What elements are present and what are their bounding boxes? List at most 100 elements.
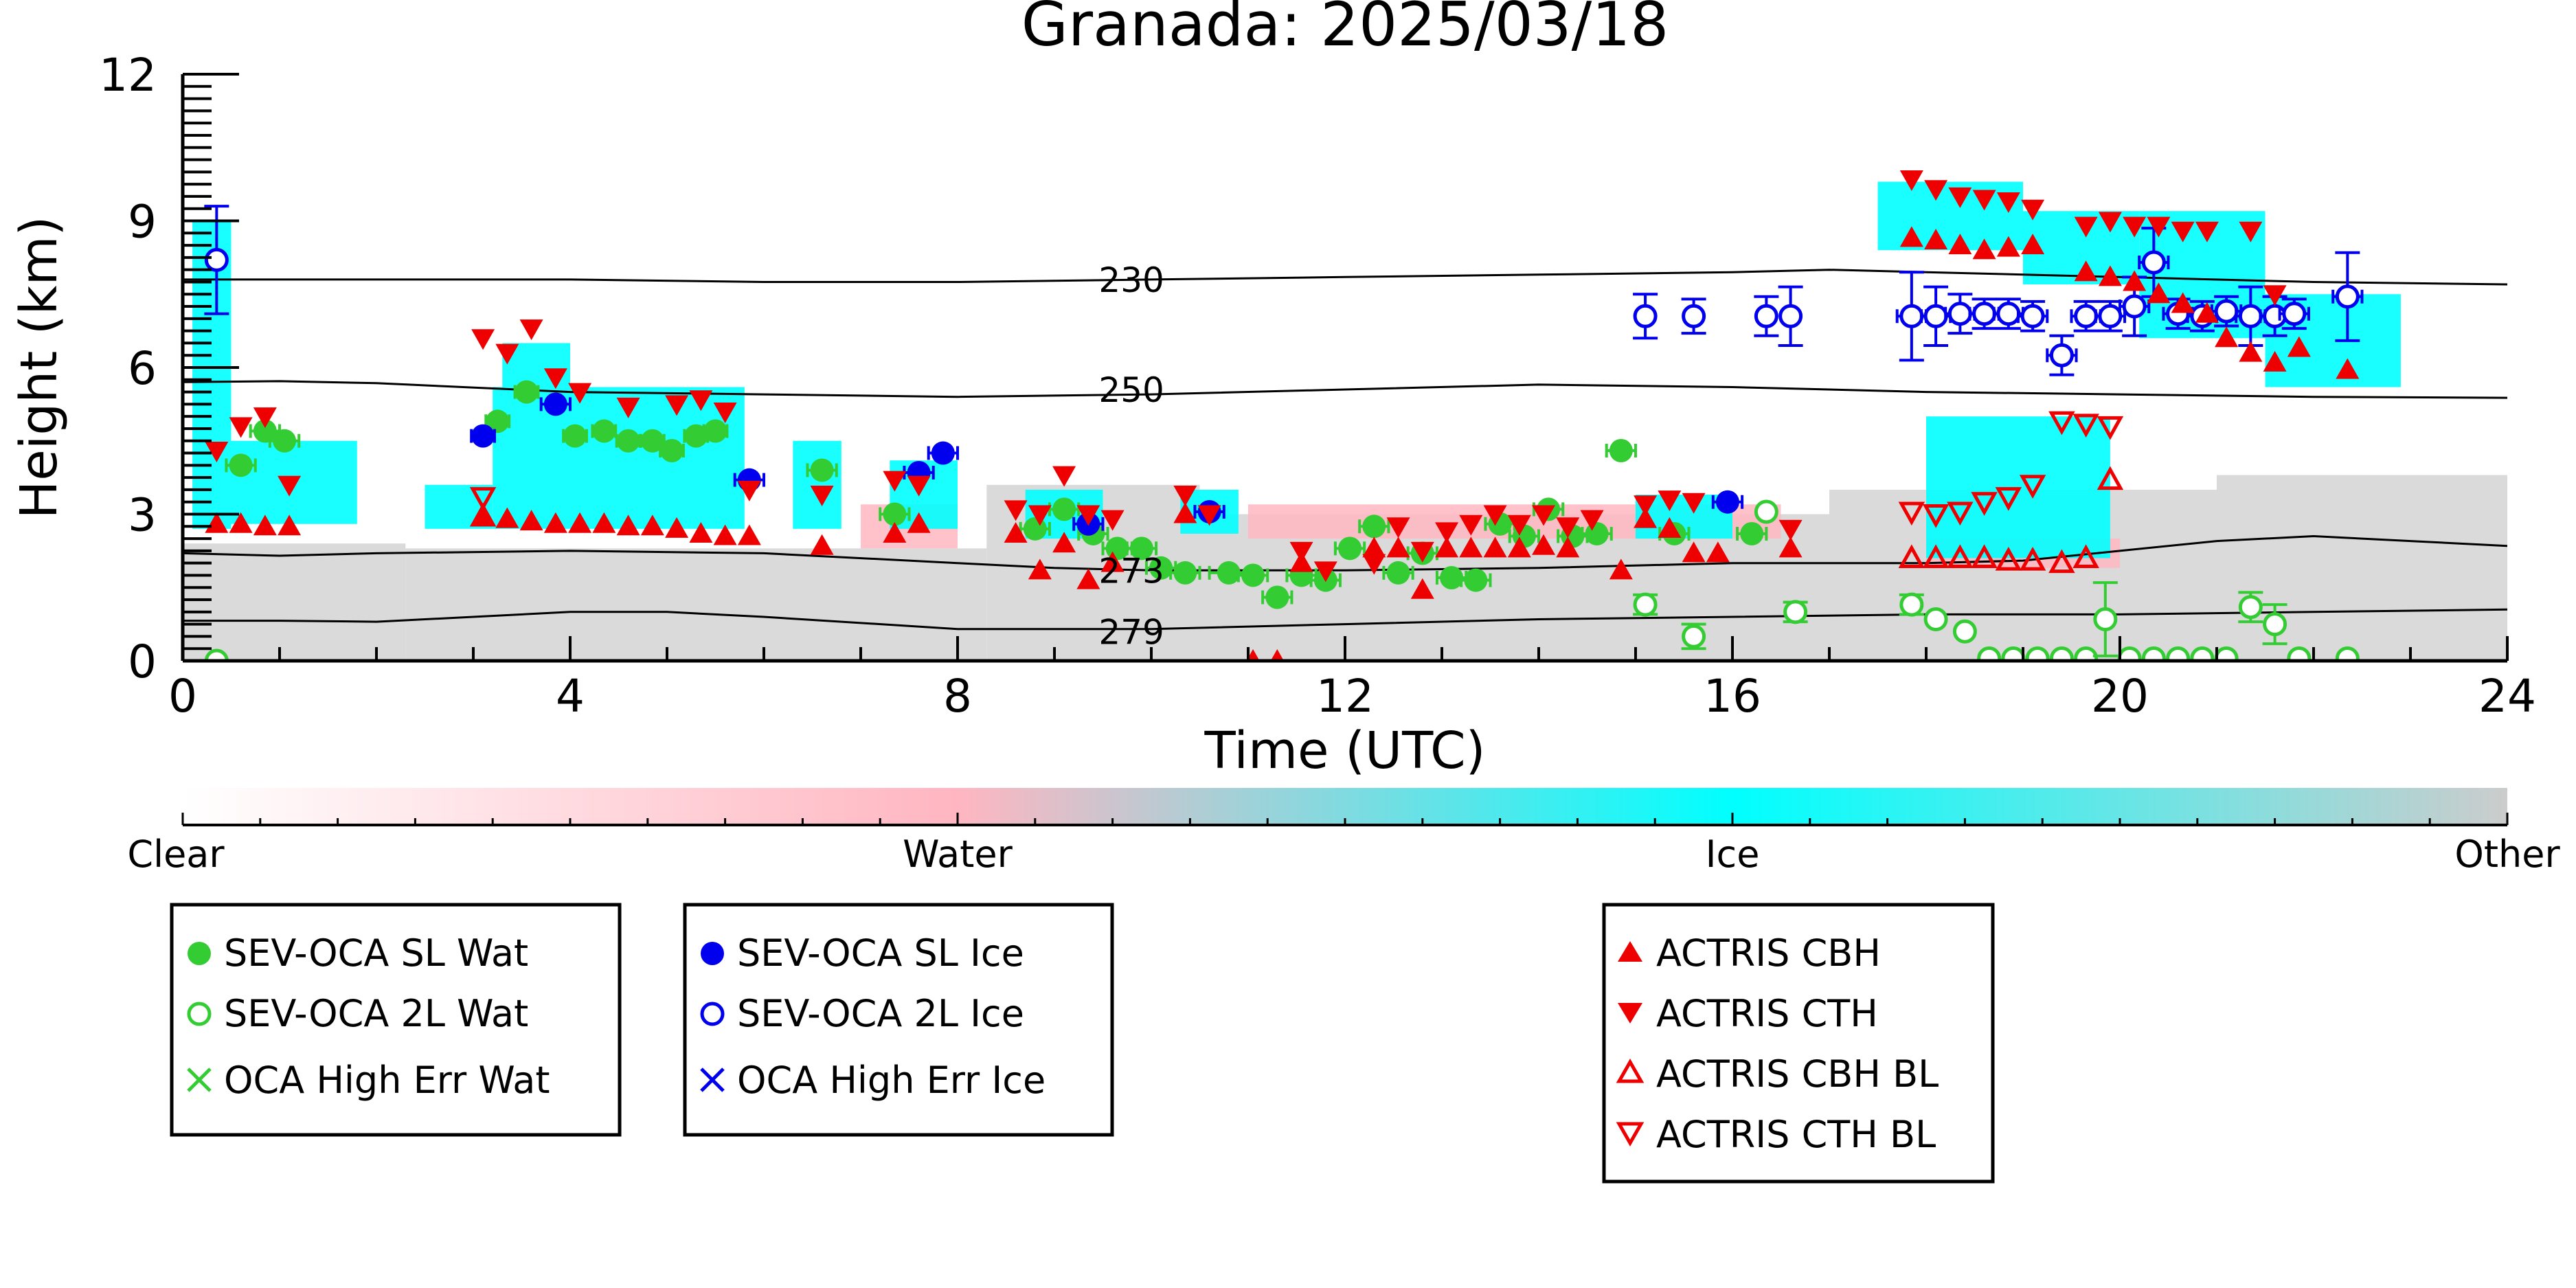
point-actris-cbh-33	[1483, 536, 1507, 558]
chart-title: Granada: 2025/03/18	[1021, 0, 1669, 60]
point-actris-cth-30	[1459, 515, 1483, 536]
point-actris-cth-bl-7	[2048, 411, 2075, 436]
point-actris-cth-bl-6	[2019, 475, 2046, 499]
point-actris-cbh-9	[592, 512, 616, 533]
point-actris-cbh-24	[1173, 502, 1197, 523]
point-sev-oca-2l-wat-0	[204, 648, 229, 661]
point-actris-cbh-21	[1052, 532, 1076, 553]
point-actris-cbh-25	[1246, 649, 1260, 661]
point-actris-cbh-32	[1459, 536, 1483, 558]
point-actris-cbh-57	[2263, 350, 2287, 372]
x-tick-label-8: 8	[943, 670, 972, 723]
legend-water: SEV-OCA SL Wat SEV-OCA 2L Wat OCA High E…	[170, 903, 622, 1137]
point-sev-oca-2l-wat-22	[2335, 646, 2360, 661]
point-actris-cth-40	[1899, 170, 1923, 192]
point-actris-cth-10	[665, 395, 689, 416]
point-actris-cth-53	[2263, 285, 2287, 306]
legend-water-box	[170, 903, 622, 1137]
point-actris-cbh-53	[2171, 292, 2195, 313]
point-actris-cth-32	[1507, 515, 1531, 536]
point-sev-oca-2l-ice-5	[1899, 304, 1924, 328]
point-actris-cth-bl-8	[2072, 414, 2099, 438]
point-sev-oca-2l-ice-22	[2335, 284, 2360, 309]
point-sev-oca-2l-wat-5	[1899, 592, 1924, 617]
point-actris-cth-44	[1996, 192, 2020, 214]
point-actris-cbh-34	[1507, 536, 1531, 558]
point-sev-oca-2l-wat-10	[2025, 646, 2050, 661]
point-actris-cth-31	[1483, 505, 1507, 526]
point-actris-cth-bl-5	[1995, 487, 2022, 511]
point-actris-cbh-59	[2336, 358, 2360, 379]
point-actris-cbh-50	[2098, 265, 2122, 286]
point-actris-cbh-bl-7	[2048, 549, 2075, 574]
point-actris-cbh-bl-8	[2072, 544, 2099, 569]
point-actris-cbh-47	[1996, 236, 2020, 257]
point-actris-cth-0	[205, 441, 229, 462]
point-actris-cth-39	[1778, 519, 1803, 541]
point-actris-cth-48	[2123, 216, 2147, 238]
point-actris-cth-13	[737, 480, 761, 501]
point-actris-cbh-40	[1682, 541, 1706, 563]
point-actris-cth-49	[2147, 216, 2171, 238]
point-actris-cbh-10	[616, 515, 640, 536]
legend-label-sev-oca-2l-wat: SEV-OCA 2L Wat	[224, 992, 528, 1035]
point-actris-cth-26	[1362, 554, 1386, 575]
point-actris-cth-19	[1052, 466, 1076, 487]
point-actris-cth-21	[1100, 510, 1125, 531]
axes: 0 4 8 12 16 20 24 0 3 6 9 12	[99, 49, 2536, 723]
point-sev-oca-sl-wat-27	[1362, 515, 1386, 539]
x-tick-label-0: 0	[168, 670, 197, 723]
point-actris-cth-bl-1	[1898, 501, 1925, 526]
point-sev-oca-2l-ice-3	[1754, 304, 1778, 328]
point-actris-cbh-7	[543, 512, 567, 533]
point-sev-oca-sl-wat-8	[640, 429, 664, 453]
point-actris-cbh-16	[810, 534, 834, 555]
legend-label-actris-cbh: ACTRIS CBH	[1656, 931, 1881, 975]
point-sev-oca-sl-wat-18	[1129, 536, 1153, 561]
background-other-block-1	[405, 548, 987, 661]
colorbar-ticks	[181, 813, 2509, 825]
point-actris-cbh-bl-2	[1922, 544, 1950, 569]
point-actris-cbh-26	[1270, 649, 1284, 661]
contour-labels: 230 250 273 279	[1098, 260, 1164, 652]
x-tick-label-24: 24	[2478, 670, 2536, 723]
point-actris-cbh-41	[1706, 541, 1730, 563]
point-actris-cbh-15	[737, 524, 761, 545]
legend-marker-actris-cth	[1618, 1003, 1642, 1024]
contour-279-line	[183, 608, 2507, 631]
point-actris-cbh-17	[883, 521, 907, 543]
point-actris-cbh-6	[519, 510, 543, 531]
point-sev-oca-sl-ice-4	[931, 441, 955, 465]
point-actris-cth-1	[229, 417, 253, 438]
point-sev-oca-2l-ice-11	[2049, 343, 2074, 368]
point-sev-oca-sl-wat-19	[1149, 556, 1173, 580]
point-actris-cth-29	[1435, 522, 1459, 543]
legend-label-sev-oca-sl-wat: SEV-OCA SL Wat	[224, 931, 528, 975]
legend-marker-actris-cbh-bl	[1616, 1058, 1645, 1083]
point-actris-cbh-58	[2287, 336, 2311, 357]
y-axis-label: Height (km)	[10, 216, 69, 519]
point-sev-oca-2l-ice-1	[1633, 304, 1658, 328]
point-sev-oca-2l-wat-8	[1977, 646, 2002, 661]
point-actris-cth-37	[1658, 490, 1682, 512]
point-sev-oca-2l-ice-20	[2263, 304, 2287, 328]
point-actris-cth-33	[1532, 505, 1556, 526]
point-actris-cth-14	[810, 486, 834, 507]
legend-actris-box	[1602, 903, 1995, 1184]
point-actris-cth-4	[471, 329, 495, 350]
legend-label-actris-cbh-bl: ACTRIS CBH BL	[1656, 1052, 1939, 1096]
point-actris-cth-8	[568, 383, 592, 404]
legend-marker-oca-high-err-wat	[187, 1067, 212, 1092]
point-sev-oca-sl-wat-37	[1609, 438, 1633, 462]
colorbar-label-water: Water	[903, 833, 1013, 876]
point-actris-cbh-45	[1948, 234, 1972, 255]
legend-marker-sev-oca-2l-wat	[187, 1002, 212, 1026]
point-sev-oca-2l-wat-18	[2214, 646, 2239, 661]
point-sev-oca-sl-wat-6	[592, 419, 616, 443]
point-actris-cbh-20	[1028, 558, 1052, 580]
point-actris-cbh-bl-5	[1995, 546, 2022, 571]
point-sev-oca-2l-wat-6	[1923, 607, 1948, 632]
point-actris-cbh-8	[568, 512, 592, 533]
contour-273-line	[183, 534, 2507, 572]
point-sev-oca-sl-wat-21	[1217, 561, 1241, 585]
